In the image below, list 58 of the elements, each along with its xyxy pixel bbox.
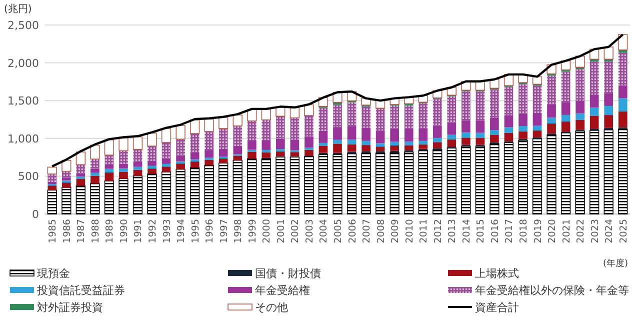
x-tick-label: 2015 (476, 219, 487, 244)
x-tick-label: 2020 (547, 219, 558, 244)
legend-label: 資産合計 (475, 301, 519, 314)
y-axis-title: (兆円) (4, 3, 32, 15)
x-tick-label: 1999 (247, 219, 258, 244)
y-tick-label: 2,000 (8, 56, 39, 70)
x-tick-label: 2010 (404, 219, 416, 244)
x-tick-label: 2013 (447, 219, 458, 244)
x-tick-label: 2012 (432, 219, 444, 244)
legend-label: 対外証券投資 (37, 301, 103, 314)
x-tick-label: 1992 (148, 219, 159, 244)
x-tick-label: 1991 (133, 219, 144, 244)
x-tick-label: 2003 (304, 219, 316, 244)
x-axis-title: (年度) (602, 258, 628, 269)
x-tick-label: 1997 (218, 219, 230, 244)
y-tick-label: 0 (32, 208, 39, 221)
x-tick-label: 2009 (390, 219, 402, 244)
legend-label: 年金受給権 (255, 284, 310, 297)
x-tick-label: 1989 (104, 219, 116, 244)
x-tick-label: 2002 (290, 219, 302, 244)
legend-label: その他 (255, 301, 288, 314)
x-tick-label: 2005 (333, 219, 344, 244)
x-tick-label: 2004 (318, 219, 330, 244)
x-tick-label: 2006 (347, 219, 358, 244)
legend-label: 国債・財投債 (255, 267, 321, 280)
y-tick-label: 2,500 (8, 19, 39, 32)
x-tick-label: 2022 (576, 219, 587, 244)
x-tick-label: 2021 (561, 219, 572, 244)
x-tick-label: 2018 (518, 219, 530, 244)
x-tick-label: 1993 (162, 219, 173, 244)
x-tick-label: 1994 (176, 219, 188, 244)
x-tick-label: 2023 (590, 219, 601, 244)
legend-label: 現預金 (37, 267, 70, 280)
x-tick-label: 2025 (618, 219, 630, 244)
y-tick-label: 500 (18, 170, 39, 184)
x-tick-label: 1987 (76, 219, 88, 244)
x-tick-label: 2008 (376, 219, 387, 244)
y-tick-label: 1,000 (8, 132, 39, 146)
x-tick-label: 1996 (204, 219, 216, 244)
x-tick-label: 2016 (490, 219, 501, 244)
x-tick-label: 2014 (461, 219, 472, 244)
x-tick-label: 1985 (48, 219, 59, 244)
legend-label: 上場株式 (475, 267, 519, 280)
x-tick-label: 1988 (90, 219, 102, 244)
y-tick-label: 1,500 (8, 94, 39, 108)
x-tick-label: 2024 (604, 219, 616, 244)
legend-label: 投資信託受益証券 (36, 284, 125, 297)
x-tick-label: 1986 (62, 219, 73, 244)
x-tick-label: 2000 (262, 219, 273, 244)
x-tick-label: 2011 (418, 219, 430, 244)
x-tick-label: 1998 (233, 219, 244, 244)
x-tick-label: 2001 (276, 219, 287, 244)
legend-label: 年金受給権以外の保険・年金等 (475, 284, 629, 297)
x-tick-label: 1990 (118, 219, 130, 244)
x-tick-label: 2007 (362, 219, 373, 244)
x-tick-label: 1995 (190, 219, 202, 244)
x-tick-label: 2019 (532, 219, 544, 244)
x-tick-label: 2017 (504, 219, 516, 244)
